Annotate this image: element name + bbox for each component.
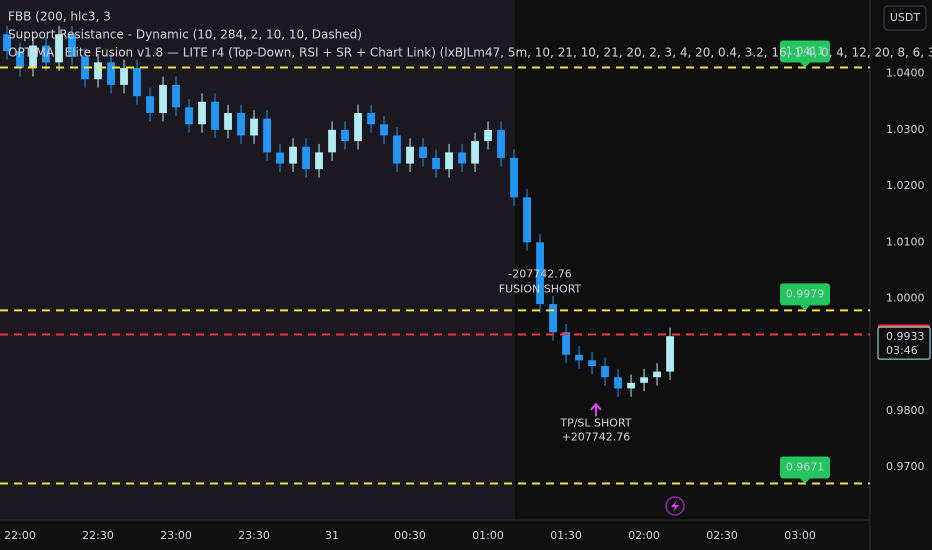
candle-body: [94, 62, 102, 80]
annotation: TP/SL SHORT: [559, 416, 631, 429]
candle-body: [653, 371, 661, 378]
legend-line: Support Resistance - Dynamic (10, 284, 2…: [8, 28, 362, 42]
candle-body: [237, 112, 245, 136]
x-tick-label: 23:30: [238, 529, 270, 542]
x-tick-label: 22:30: [82, 529, 114, 542]
candle-body: [341, 129, 349, 142]
candle-body: [3, 34, 11, 52]
level-label-pointer: [800, 305, 810, 311]
candle-body: [627, 382, 635, 389]
candle-body: [575, 354, 583, 361]
y-tick-label: 1.0300: [886, 123, 925, 136]
candle-body: [120, 68, 128, 85]
candle-body: [497, 129, 505, 158]
y-tick-label: 0.9800: [886, 404, 925, 417]
level-label: 0.9671: [786, 460, 825, 473]
candle-body: [458, 152, 466, 164]
y-tick-label: 1.0200: [886, 179, 925, 192]
candle-body: [666, 336, 674, 372]
level-label-pointer: [800, 478, 810, 484]
y-tick-label: 1.0400: [886, 67, 925, 80]
last-price-box: [877, 326, 931, 360]
candle-body: [16, 51, 24, 69]
currency-button[interactable]: [883, 5, 927, 31]
tp-marker: [590, 402, 602, 417]
x-tick-label: 02:30: [706, 529, 738, 542]
candle-body: [55, 34, 63, 63]
x-tick-label: 01:00: [472, 529, 504, 542]
candle-body: [484, 129, 492, 142]
candle-body: [445, 152, 453, 170]
x-tick-label: 00:30: [394, 529, 426, 542]
candle-body: [367, 112, 375, 125]
x-tick-label: 02:00: [628, 529, 660, 542]
annotation: FUSION SHORT: [499, 283, 582, 296]
candle-body: [536, 242, 544, 305]
y-tick-label: 1.0100: [886, 235, 925, 248]
candle-body: [432, 157, 440, 170]
level-label: 0.9979: [786, 287, 825, 300]
candle-body: [198, 101, 206, 125]
countdown-label: 03:46: [886, 344, 918, 357]
candle-body: [133, 68, 141, 97]
candle-body: [393, 135, 401, 164]
candle-body: [42, 45, 50, 63]
session-shade: [0, 0, 515, 520]
level-label-box: [780, 283, 830, 306]
candle-body: [302, 146, 310, 170]
candle-body: [263, 118, 271, 153]
candle-body: [250, 118, 258, 136]
candle-body: [380, 124, 388, 136]
level-label-pointer: [800, 62, 810, 68]
plot: 1.0411 0.9979 0.9671 -207742.76 FUSION SHORT…: [0, 25, 870, 485]
y-tick-label: 1.0000: [886, 292, 925, 305]
candle-body: [549, 304, 557, 333]
legend: FBB (200, hlc3, 3 Support Resistance - Dy…: [8, 10, 932, 60]
candle-body: [328, 129, 336, 153]
candle-body: [510, 157, 518, 198]
annotation: -207742.76: [508, 267, 571, 280]
last-price-label: 0.9933: [886, 330, 925, 343]
candle-body: [406, 146, 414, 164]
candle-body: [159, 84, 167, 113]
x-tick-label: 22:00: [4, 529, 36, 542]
candle-body: [29, 45, 37, 69]
candle-body: [471, 141, 479, 164]
candle-body: [224, 112, 232, 130]
candle-body: [562, 332, 570, 355]
candle-body: [614, 377, 622, 389]
x-tick-label: 31: [325, 529, 339, 542]
candle-body: [354, 112, 362, 142]
level-label-box: [780, 456, 830, 479]
candle-body: [315, 152, 323, 170]
candle-body: [211, 101, 219, 130]
candle-body: [523, 197, 531, 243]
legend-line: FBB (200, hlc3, 3: [8, 10, 111, 24]
candle-body: [172, 84, 180, 108]
y-tick-label: 0.9700: [886, 460, 925, 473]
candle-body: [289, 146, 297, 164]
candle-body: [419, 146, 427, 158]
currency[interactable]: USDT: [890, 11, 921, 24]
candle-body: [68, 34, 76, 57]
level-label: 1.0411: [786, 44, 825, 57]
candle-body: [276, 152, 284, 164]
x-tick-label: 23:00: [160, 529, 192, 542]
level-label-box: [780, 40, 830, 63]
alert-icon[interactable]: [665, 496, 685, 516]
candle-body: [588, 360, 596, 366]
candle-body: [185, 107, 193, 125]
x-tick-label: 01:30: [550, 529, 582, 542]
annotation: +207742.76: [562, 430, 631, 443]
legend-line: OPTIMAL Elite Fusion v1.8 — LITE r4 (Top…: [8, 46, 932, 60]
candle-body: [107, 62, 115, 85]
candle-body: [640, 377, 648, 383]
x-tick-label: 03:00: [784, 529, 816, 542]
candle-body: [146, 96, 154, 113]
candle-body: [601, 365, 609, 378]
